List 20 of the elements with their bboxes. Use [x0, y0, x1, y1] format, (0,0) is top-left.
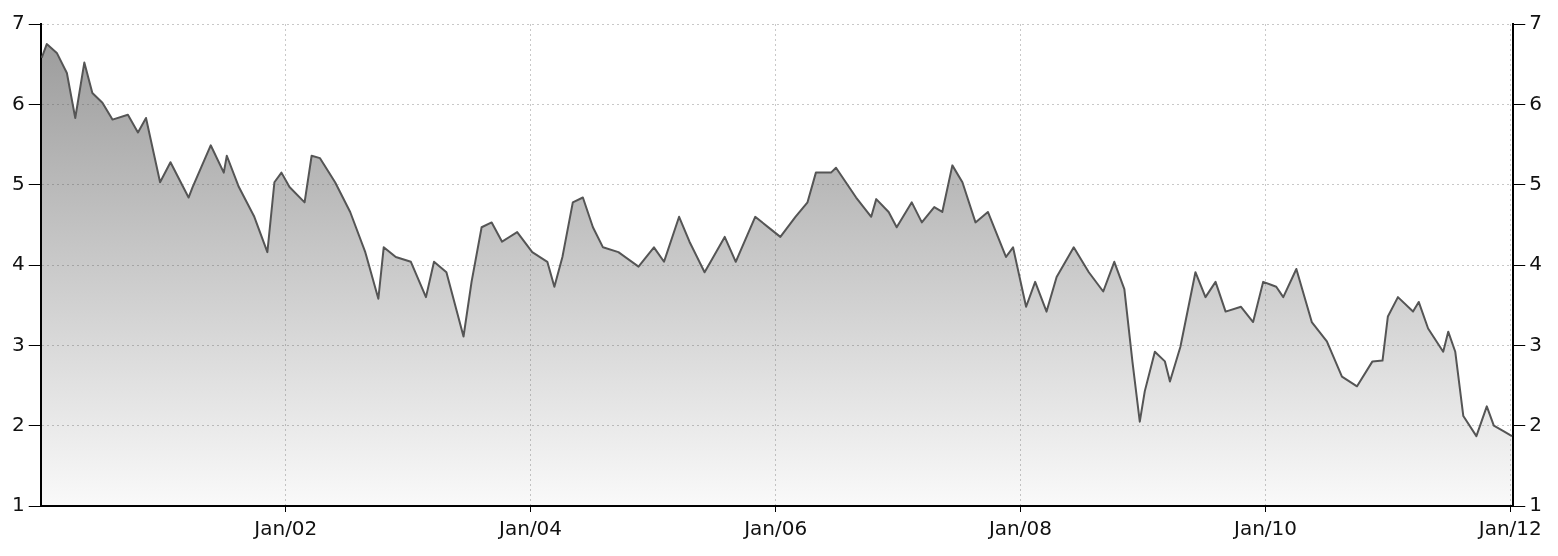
y2-tick-label: 4 [1529, 251, 1543, 276]
y-tick-label: 6 [11, 90, 25, 115]
y-tick-label: 7 [11, 10, 25, 35]
y-tick-label: 4 [11, 251, 25, 276]
y-tick-label: 2 [11, 411, 25, 436]
x-tick-label: Jan/04 [497, 516, 563, 541]
x-tick-label: Jan/12 [1476, 516, 1542, 541]
y2-tick-label: 2 [1529, 411, 1543, 436]
x-tick-label: Jan/08 [986, 516, 1052, 541]
y-tick-label: 3 [11, 331, 25, 356]
y2-tick-label: 7 [1529, 10, 1543, 35]
y2-tick-label: 3 [1529, 331, 1543, 356]
x-tick-label: Jan/02 [252, 516, 318, 541]
y2-tick-label: 1 [1529, 492, 1543, 517]
y-tick-label: 5 [11, 170, 25, 195]
y2-tick-label: 5 [1529, 170, 1543, 195]
x-tick-label: Jan/10 [1231, 516, 1298, 541]
x-tick-label: Jan/06 [742, 516, 808, 541]
y2-tick-label: 6 [1529, 90, 1543, 115]
y-tick-label: 1 [11, 492, 25, 517]
